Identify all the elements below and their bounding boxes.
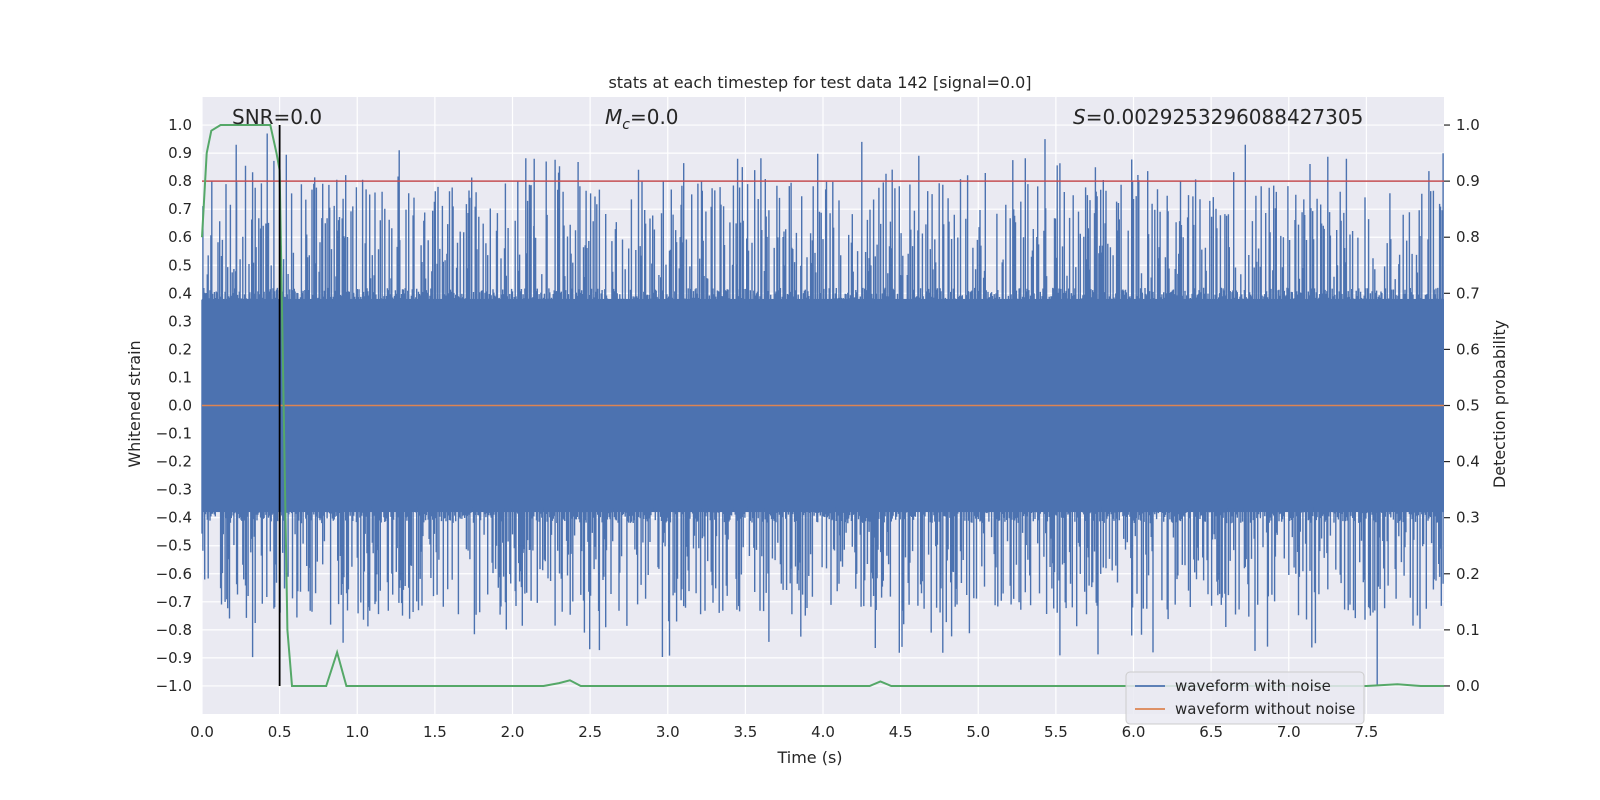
y-right-tick-label: 0.5: [1456, 397, 1480, 415]
s-value: =0.0029253296088427305: [1086, 105, 1364, 129]
chart-title: stats at each timestep for test data 142…: [608, 73, 1031, 92]
y-right-tick-label: 1.0: [1456, 116, 1480, 134]
y-right-tick-label: 0.8: [1456, 228, 1480, 246]
x-axis-label: Time (s): [776, 748, 842, 767]
y-tick-label: 0.2: [168, 340, 192, 358]
y-tick-label: −0.7: [156, 593, 192, 611]
x-tick-label: 3.0: [656, 723, 680, 741]
y-right-tick-label: 0.4: [1456, 453, 1480, 471]
x-tick-label: 2.5: [578, 723, 602, 741]
y-axis-label: Whitened strain: [125, 340, 144, 467]
legend-box: [1125, 671, 1365, 725]
y-tick-label: 0.9: [168, 144, 192, 162]
x-tick-label: 4.0: [811, 723, 835, 741]
y-tick-label: −0.4: [156, 509, 192, 527]
chirp-mass-annotation: Mc=0.0: [605, 105, 679, 133]
y-tick-label: −0.9: [156, 649, 192, 667]
y-right-axis-label: Detection probability: [1490, 320, 1509, 488]
legend-label: waveform without noise: [1175, 700, 1355, 718]
y-tick-label: −0.5: [156, 537, 192, 555]
y-right-tick-label: 0.9: [1456, 172, 1480, 190]
y-tick-label: −0.1: [156, 425, 192, 443]
y-right-tick-label: 0.7: [1456, 284, 1480, 302]
y-tick-label: −0.2: [156, 453, 192, 471]
x-tick-label: 1.5: [423, 723, 447, 741]
legend: waveform with noise waveform without nois…: [1125, 671, 1365, 725]
legend-label: waveform with noise: [1175, 677, 1331, 695]
x-tick-label: 6.0: [1122, 723, 1146, 741]
y-tick-label: −1.0: [156, 677, 192, 695]
x-tick-label: 0.5: [268, 723, 292, 741]
y-tick-label: 0.3: [168, 312, 192, 330]
y-right-tick-label: 0.2: [1456, 565, 1480, 583]
x-tick-label: 5.5: [1044, 723, 1068, 741]
y-tick-label: 0.6: [168, 228, 192, 246]
mc-subscript: c: [622, 117, 630, 133]
overlay-series: [201, 124, 1444, 687]
y-right-tick-label: 0.0: [1456, 677, 1480, 695]
series-waveform-with-noise: [201, 133, 1444, 686]
x-tick-label: 7.0: [1277, 723, 1301, 741]
x-tick-label: 1.0: [345, 723, 369, 741]
y-tick-label: 0.5: [168, 256, 192, 274]
x-tick-label: 4.5: [889, 723, 913, 741]
y-right-tick-label: 0.6: [1456, 340, 1480, 358]
x-tick-label: 3.5: [733, 723, 757, 741]
y-tick-label: 0.8: [168, 172, 192, 190]
y-tick-label: 0.1: [168, 368, 192, 386]
y-tick-label: 0.4: [168, 284, 192, 302]
y-tick-label: 0.0: [168, 397, 192, 415]
mc-symbol: M: [605, 105, 622, 129]
y-tick-label: 0.7: [168, 200, 192, 218]
y-tick-label: −0.8: [156, 621, 192, 639]
x-tick-label: 0.0: [190, 723, 214, 741]
y-tick-label: 1.0: [168, 116, 192, 134]
x-tick-label: 7.5: [1354, 723, 1378, 741]
mc-value: =0.0: [630, 105, 679, 129]
y-tick-label: −0.3: [156, 481, 192, 499]
x-tick-label: 2.0: [501, 723, 525, 741]
snr-annotation: SNR=0.0: [232, 105, 322, 129]
y-right-tick-label: 0.1: [1456, 621, 1480, 639]
series-detection-probability: [201, 124, 1444, 687]
x-tick-label: 6.5: [1199, 723, 1223, 741]
score-annotation: S=0.0029253296088427305: [1073, 105, 1363, 129]
y-right-tick-label: 0.3: [1456, 509, 1480, 527]
axes: 0.0 0.5 1.0 1.5 2.0 2.5 3.0 3.5 4.0 4.5 5.0 5.5 6.0 6…: [156, 116, 1480, 741]
x-tick-label: 5.0: [966, 723, 990, 741]
y-tick-label: −0.6: [156, 565, 192, 583]
s-symbol: S: [1073, 105, 1086, 129]
